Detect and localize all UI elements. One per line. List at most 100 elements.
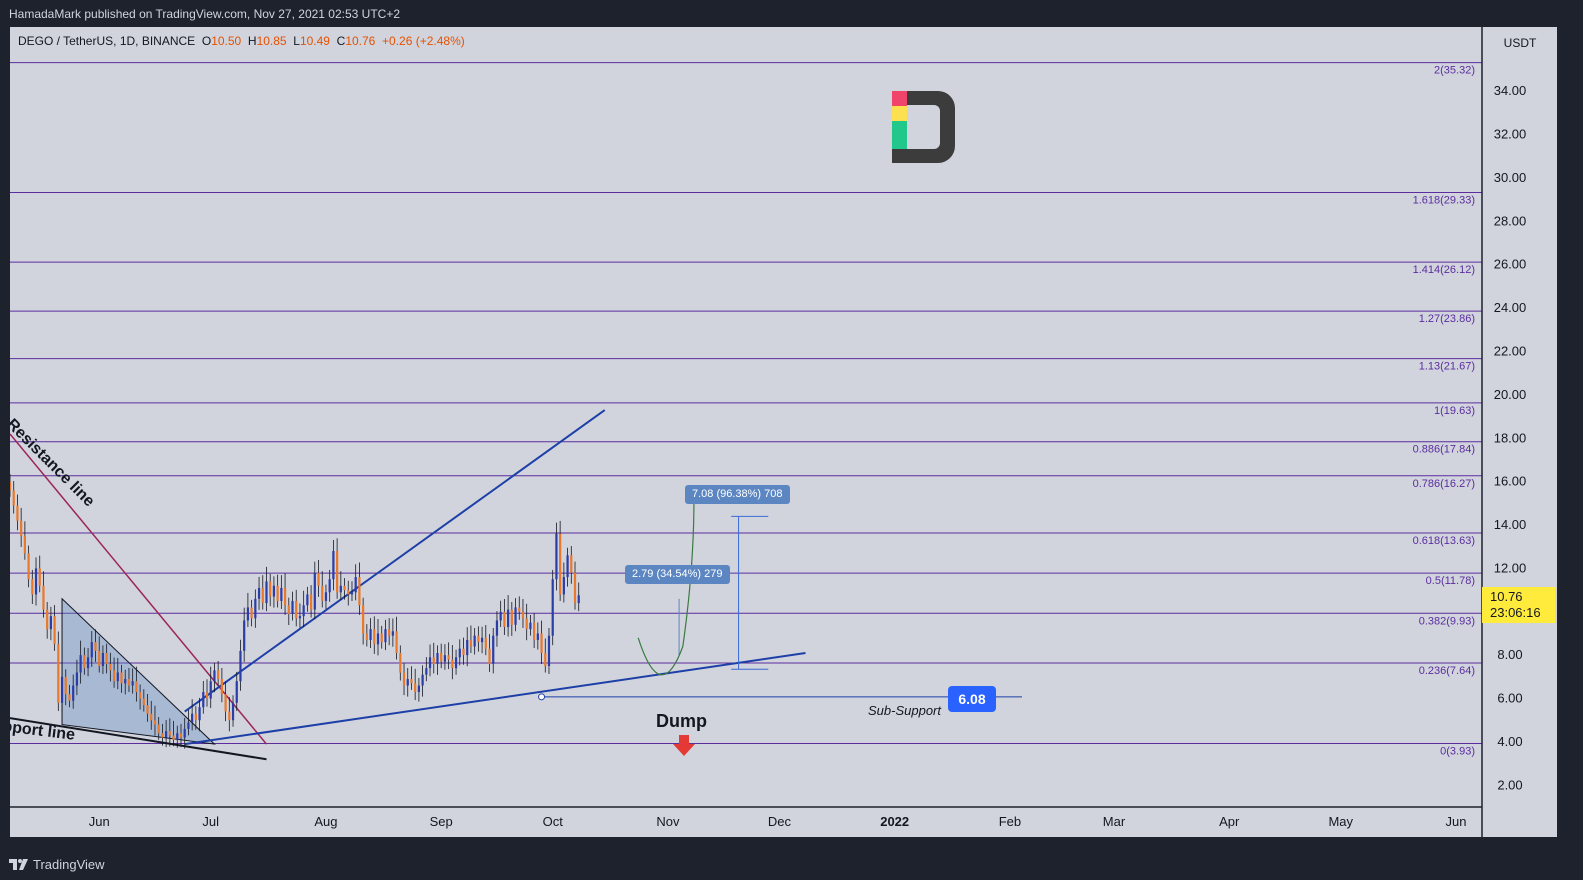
y-tick-label: 32.00: [1494, 127, 1527, 142]
candle-body: [53, 616, 56, 645]
support-line: [10, 717, 267, 761]
candle: [388, 618, 391, 646]
candle-body: [183, 728, 186, 738]
candle: [480, 626, 484, 654]
candle-body: [343, 585, 346, 591]
candle: [573, 561, 577, 610]
candle: [220, 667, 223, 703]
candle-body: [49, 616, 53, 630]
candle-body: [57, 644, 60, 703]
candle-body: [488, 648, 491, 664]
candle-body: [410, 679, 413, 684]
x-tick-label: Mar: [1103, 814, 1126, 829]
candle-body: [466, 639, 469, 656]
candle-body: [458, 648, 461, 658]
candle: [64, 669, 67, 706]
candle: [191, 699, 194, 731]
fib-level-label: 1.27(23.86): [1419, 313, 1475, 325]
candle: [224, 681, 227, 722]
candle-body: [120, 672, 123, 684]
price-chart[interactable]: 2(35.32) 1.618(29.33) 1.414(26.12) 1.27(23.…: [10, 27, 1557, 837]
candle-body: [362, 605, 365, 634]
candle: [53, 605, 56, 651]
candle: [354, 564, 357, 601]
candle-body: [153, 720, 157, 725]
candle: [276, 574, 279, 608]
candle-body: [559, 533, 562, 595]
candle-body: [454, 657, 458, 669]
candle: [547, 628, 551, 675]
sub-support-price-badge[interactable]: 6.08: [948, 686, 996, 712]
candle: [399, 645, 402, 681]
candle-body: [243, 620, 246, 651]
candle: [417, 677, 421, 702]
candle: [116, 657, 119, 690]
candle-body: [265, 581, 268, 604]
candle-body: [347, 590, 350, 595]
fib-level-label: 2(35.32): [1434, 65, 1475, 77]
candle: [335, 538, 339, 599]
candle-body: [417, 685, 421, 693]
fib-level-label: 0.382(9.93): [1419, 615, 1475, 627]
candle: [217, 661, 220, 686]
y-tick-label: 34.00: [1494, 83, 1527, 98]
candle-body: [161, 733, 164, 738]
candle: [194, 706, 197, 730]
chart-area[interactable]: 2(35.32) 1.618(29.33) 1.414(26.12) 1.27(23.…: [10, 27, 1557, 837]
measure-label-large[interactable]: 7.08 (96.38%) 708: [685, 485, 790, 504]
x-tick-label: Jun: [1445, 814, 1466, 829]
candle: [60, 662, 64, 713]
resistance-line: [10, 433, 268, 745]
x-tick-label: Jun: [89, 814, 110, 829]
candle-body: [23, 535, 26, 554]
candle: [57, 631, 60, 711]
price-axis-unit: USDT: [1504, 36, 1537, 50]
candle: [257, 576, 261, 610]
candle-body: [570, 555, 573, 573]
close-label: C: [336, 34, 346, 48]
candle: [317, 559, 320, 597]
candle-body: [176, 733, 179, 740]
candle: [533, 613, 536, 649]
candle-body: [68, 694, 71, 701]
candle-body: [142, 698, 145, 706]
candle: [484, 625, 487, 656]
candle: [406, 667, 409, 697]
candle-body: [395, 631, 398, 653]
candle-body: [298, 616, 302, 619]
price-axis-layer: USDT2.004.006.008.0010.0012.0014.0016.00…: [10, 27, 1557, 837]
candle-body: [272, 585, 276, 597]
candle-body: [384, 629, 387, 643]
candle-body: [421, 674, 424, 686]
uptrend-line-lower: [184, 652, 806, 746]
measure-label-small[interactable]: 2.79 (34.54%) 279: [625, 565, 730, 584]
candle-body: [477, 635, 480, 643]
candle: [205, 679, 209, 707]
candle: [142, 689, 145, 712]
fib-level-label: 0.786(16.27): [1413, 478, 1475, 490]
candle: [23, 521, 26, 560]
tradingview-logo[interactable]: TradingView: [9, 857, 105, 872]
candle: [506, 595, 510, 637]
candle: [213, 662, 216, 693]
candle-body: [306, 594, 309, 606]
high-label: H: [247, 34, 257, 48]
candle: [135, 666, 138, 702]
candle: [373, 616, 376, 654]
candle: [380, 625, 383, 649]
candle: [451, 644, 454, 680]
candle: [46, 602, 49, 639]
candle-body: [112, 670, 116, 682]
candle-body: [172, 735, 175, 740]
candle-body: [75, 672, 79, 686]
dump-arrow-icon: [673, 735, 695, 756]
candle-body: [473, 635, 476, 647]
candle: [566, 547, 569, 587]
candle-body: [339, 585, 342, 593]
candle: [254, 589, 257, 628]
y-tick-label: 4.00: [1497, 734, 1522, 749]
candle-body: [235, 681, 238, 703]
candle: [466, 627, 469, 667]
candle-body: [157, 724, 160, 734]
candle-body: [228, 711, 231, 721]
